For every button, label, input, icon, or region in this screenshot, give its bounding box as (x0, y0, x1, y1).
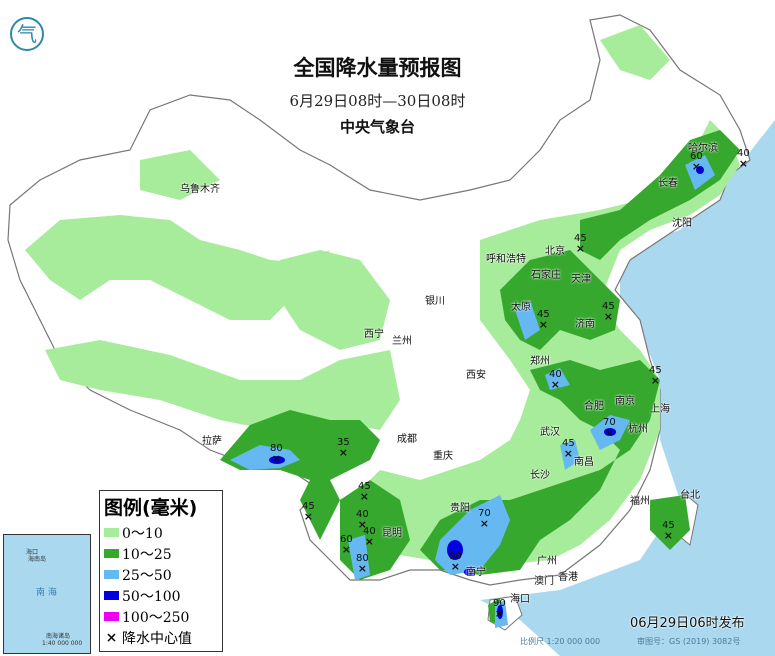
legend-item: 50～100 (104, 585, 218, 606)
city-label: 拉萨 (202, 436, 222, 447)
city-label: 长春 (658, 178, 678, 189)
rain-center: 45 × (662, 520, 675, 542)
issuer: 中央气象台 (339, 118, 415, 136)
city-label: 成都 (397, 434, 417, 445)
map-title: 全国降水量预报图 (293, 56, 462, 80)
city-label: 济南 (575, 319, 595, 330)
rain-center: 35 × (337, 437, 350, 459)
legend-item: 100～250 (104, 606, 218, 627)
city-label: 武汉 (540, 427, 560, 438)
issue-time: 06月29日06时发布 (630, 616, 745, 631)
city-label: 天津 (571, 274, 591, 285)
inset-sea: 南 海 (36, 588, 57, 598)
rain-center: 40 × (356, 509, 369, 531)
city-label: 西安 (466, 370, 486, 381)
legend-label: 10～25 (122, 546, 172, 563)
rain-center: 80 × (356, 553, 369, 575)
city-label: 南昌 (574, 457, 594, 468)
rain-50-100 (269, 166, 704, 619)
map-scale: 比例尺 1:20 000 000 (520, 637, 601, 646)
rain-center: 90 × (493, 598, 506, 620)
legend-item: 0～10 (104, 522, 218, 543)
rain-center: 40 × (363, 526, 376, 548)
city-label: 南京 (615, 396, 635, 407)
rain-0-10 (25, 25, 740, 565)
legend-label: 0～10 (122, 525, 163, 542)
city-label: 贵阳 (450, 503, 470, 514)
legend-label: 50～100 (122, 588, 181, 605)
legend-swatch (104, 591, 119, 600)
inset-scale: 1:40 000 000 (42, 640, 83, 647)
rain-center: 70 × (603, 417, 616, 439)
legend-swatch (104, 612, 119, 621)
city-label: 北京 (545, 246, 565, 257)
city-label: 海口 (510, 594, 530, 605)
rain-center: 70 × (478, 508, 491, 530)
city-label: 兰州 (392, 336, 412, 347)
rain-center: 45 × (537, 309, 550, 331)
rain-center: 60 × (690, 151, 703, 173)
legend-item: 25～50 (104, 564, 218, 585)
inset-islands: 南海诸岛 (46, 633, 71, 640)
rain-center: 40 × (737, 148, 750, 170)
city-label: 重庆 (433, 451, 453, 462)
rain-center: 45 × (302, 501, 315, 523)
south-china-sea-inset: 海口 海南岛 南 海 南海诸岛 1:40 000 000 (3, 534, 91, 654)
city-label: 南宁 (466, 567, 486, 578)
rain-center: 45 × (358, 481, 371, 503)
city-label: 乌鲁木齐 (180, 184, 220, 195)
city-label: 台北 (680, 490, 700, 501)
city-label: 郑州 (530, 356, 550, 367)
cma-logo: 气 (10, 17, 44, 51)
legend-label: 100～250 (122, 609, 190, 626)
legend-item: × 降水中心值 (104, 627, 218, 648)
cross-icon: × (105, 629, 118, 646)
city-label: 福州 (630, 496, 650, 507)
rain-center: 45 × (562, 438, 575, 460)
rain-center: 45 × (602, 301, 615, 323)
legend-label: 25～50 (122, 567, 172, 584)
city-label: 合肥 (584, 401, 604, 412)
city-label: 石家庄 (531, 270, 561, 281)
city-label: 昆明 (382, 528, 402, 539)
city-label: 哈尔滨 (688, 143, 718, 154)
city-label: 银川 (425, 296, 445, 307)
city-label: 香港 (558, 572, 578, 583)
legend-swatch (104, 549, 119, 558)
city-label: 澳门 (534, 576, 554, 587)
city-label: 太原 (511, 302, 531, 313)
city-label: 杭州 (628, 424, 648, 435)
rain-center: 90 × (449, 551, 462, 573)
legend-swatch (104, 570, 119, 579)
legend-item: 10～25 (104, 543, 218, 564)
inset-island: 海南岛 (28, 556, 47, 563)
city-label: 沈阳 (672, 218, 692, 229)
city-label: 上海 (650, 404, 670, 415)
legend-title: 图例(毫米) (104, 497, 198, 519)
legend: 图例(毫米) 0～10 10～25 25～50 50～100 100～250 ×… (99, 490, 223, 652)
legend-label: 降水中心值 (122, 630, 192, 647)
rain-center: 80 × (270, 443, 283, 465)
rain-center: 45 × (649, 365, 662, 387)
rain-center: 60 × (340, 534, 353, 556)
forecast-period: 6月29日08时—30日08时 (289, 92, 466, 110)
city-label: 西宁 (364, 329, 384, 340)
city-label: 广州 (537, 556, 557, 567)
city-label: 呼和浩特 (486, 254, 526, 265)
sea (480, 120, 775, 656)
rain-center: 40 × (549, 369, 562, 391)
rain-center: 45 × (574, 233, 587, 255)
inset-city: 海口 (26, 549, 39, 556)
city-label: 长沙 (530, 470, 550, 481)
legend-swatch (104, 528, 119, 537)
approval-number: 审图号：GS (2019) 3082号 (637, 637, 741, 646)
